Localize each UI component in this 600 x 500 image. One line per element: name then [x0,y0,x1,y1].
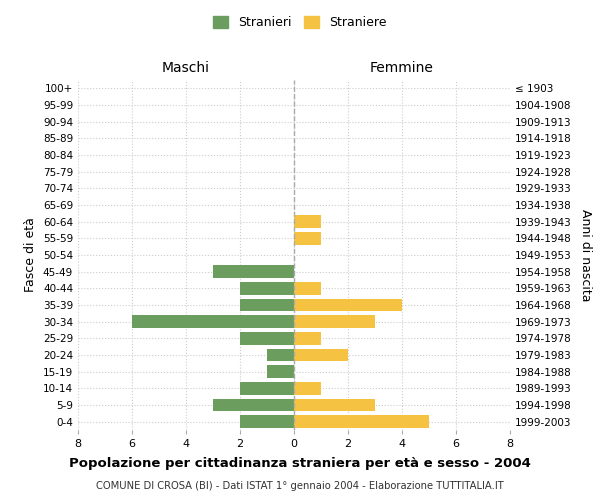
Bar [294,332,321,344]
Text: Popolazione per cittadinanza straniera per età e sesso - 2004: Popolazione per cittadinanza straniera p… [69,458,531,470]
Bar [294,232,321,244]
Bar [213,266,294,278]
Bar [267,366,294,378]
Bar [240,332,294,344]
Bar [240,416,294,428]
Legend: Stranieri, Straniere: Stranieri, Straniere [208,11,392,34]
Bar [132,316,294,328]
Text: Femmine: Femmine [370,61,434,75]
Bar [240,282,294,294]
Bar [294,382,321,394]
Y-axis label: Anni di nascita: Anni di nascita [578,208,592,301]
Text: COMUNE DI CROSA (BI) - Dati ISTAT 1° gennaio 2004 - Elaborazione TUTTITALIA.IT: COMUNE DI CROSA (BI) - Dati ISTAT 1° gen… [96,481,504,491]
Bar [294,298,402,311]
Bar [294,349,348,361]
Bar [240,298,294,311]
Bar [267,349,294,361]
Y-axis label: Fasce di età: Fasce di età [25,218,37,292]
Text: Maschi: Maschi [162,61,210,75]
Bar [294,282,321,294]
Bar [294,399,375,411]
Bar [294,216,321,228]
Bar [213,399,294,411]
Bar [294,416,429,428]
Bar [240,382,294,394]
Bar [294,316,375,328]
